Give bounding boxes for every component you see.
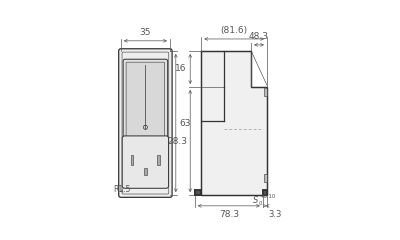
Bar [130,155,134,165]
Bar [264,174,267,182]
Text: (81.6): (81.6) [220,26,248,35]
FancyBboxPatch shape [126,62,165,136]
Text: 3.3: 3.3 [268,210,281,219]
Circle shape [143,125,148,129]
Bar [144,168,147,175]
Text: 48.3: 48.3 [249,32,269,41]
Bar [264,89,267,96]
Bar [157,155,160,165]
Text: 35: 35 [140,28,151,37]
Text: 16: 16 [175,65,187,73]
FancyBboxPatch shape [123,59,168,139]
Text: S: S [253,196,258,205]
Text: 63: 63 [179,119,191,127]
Polygon shape [263,190,267,195]
FancyBboxPatch shape [122,136,168,188]
Text: 0: 0 [259,201,262,206]
Text: 78.3: 78.3 [219,210,239,219]
Text: 28.3: 28.3 [167,137,187,146]
Text: +0.10: +0.10 [259,194,275,199]
Polygon shape [201,51,267,195]
Polygon shape [195,190,201,195]
Text: R1.5: R1.5 [114,185,131,194]
FancyBboxPatch shape [119,49,172,197]
